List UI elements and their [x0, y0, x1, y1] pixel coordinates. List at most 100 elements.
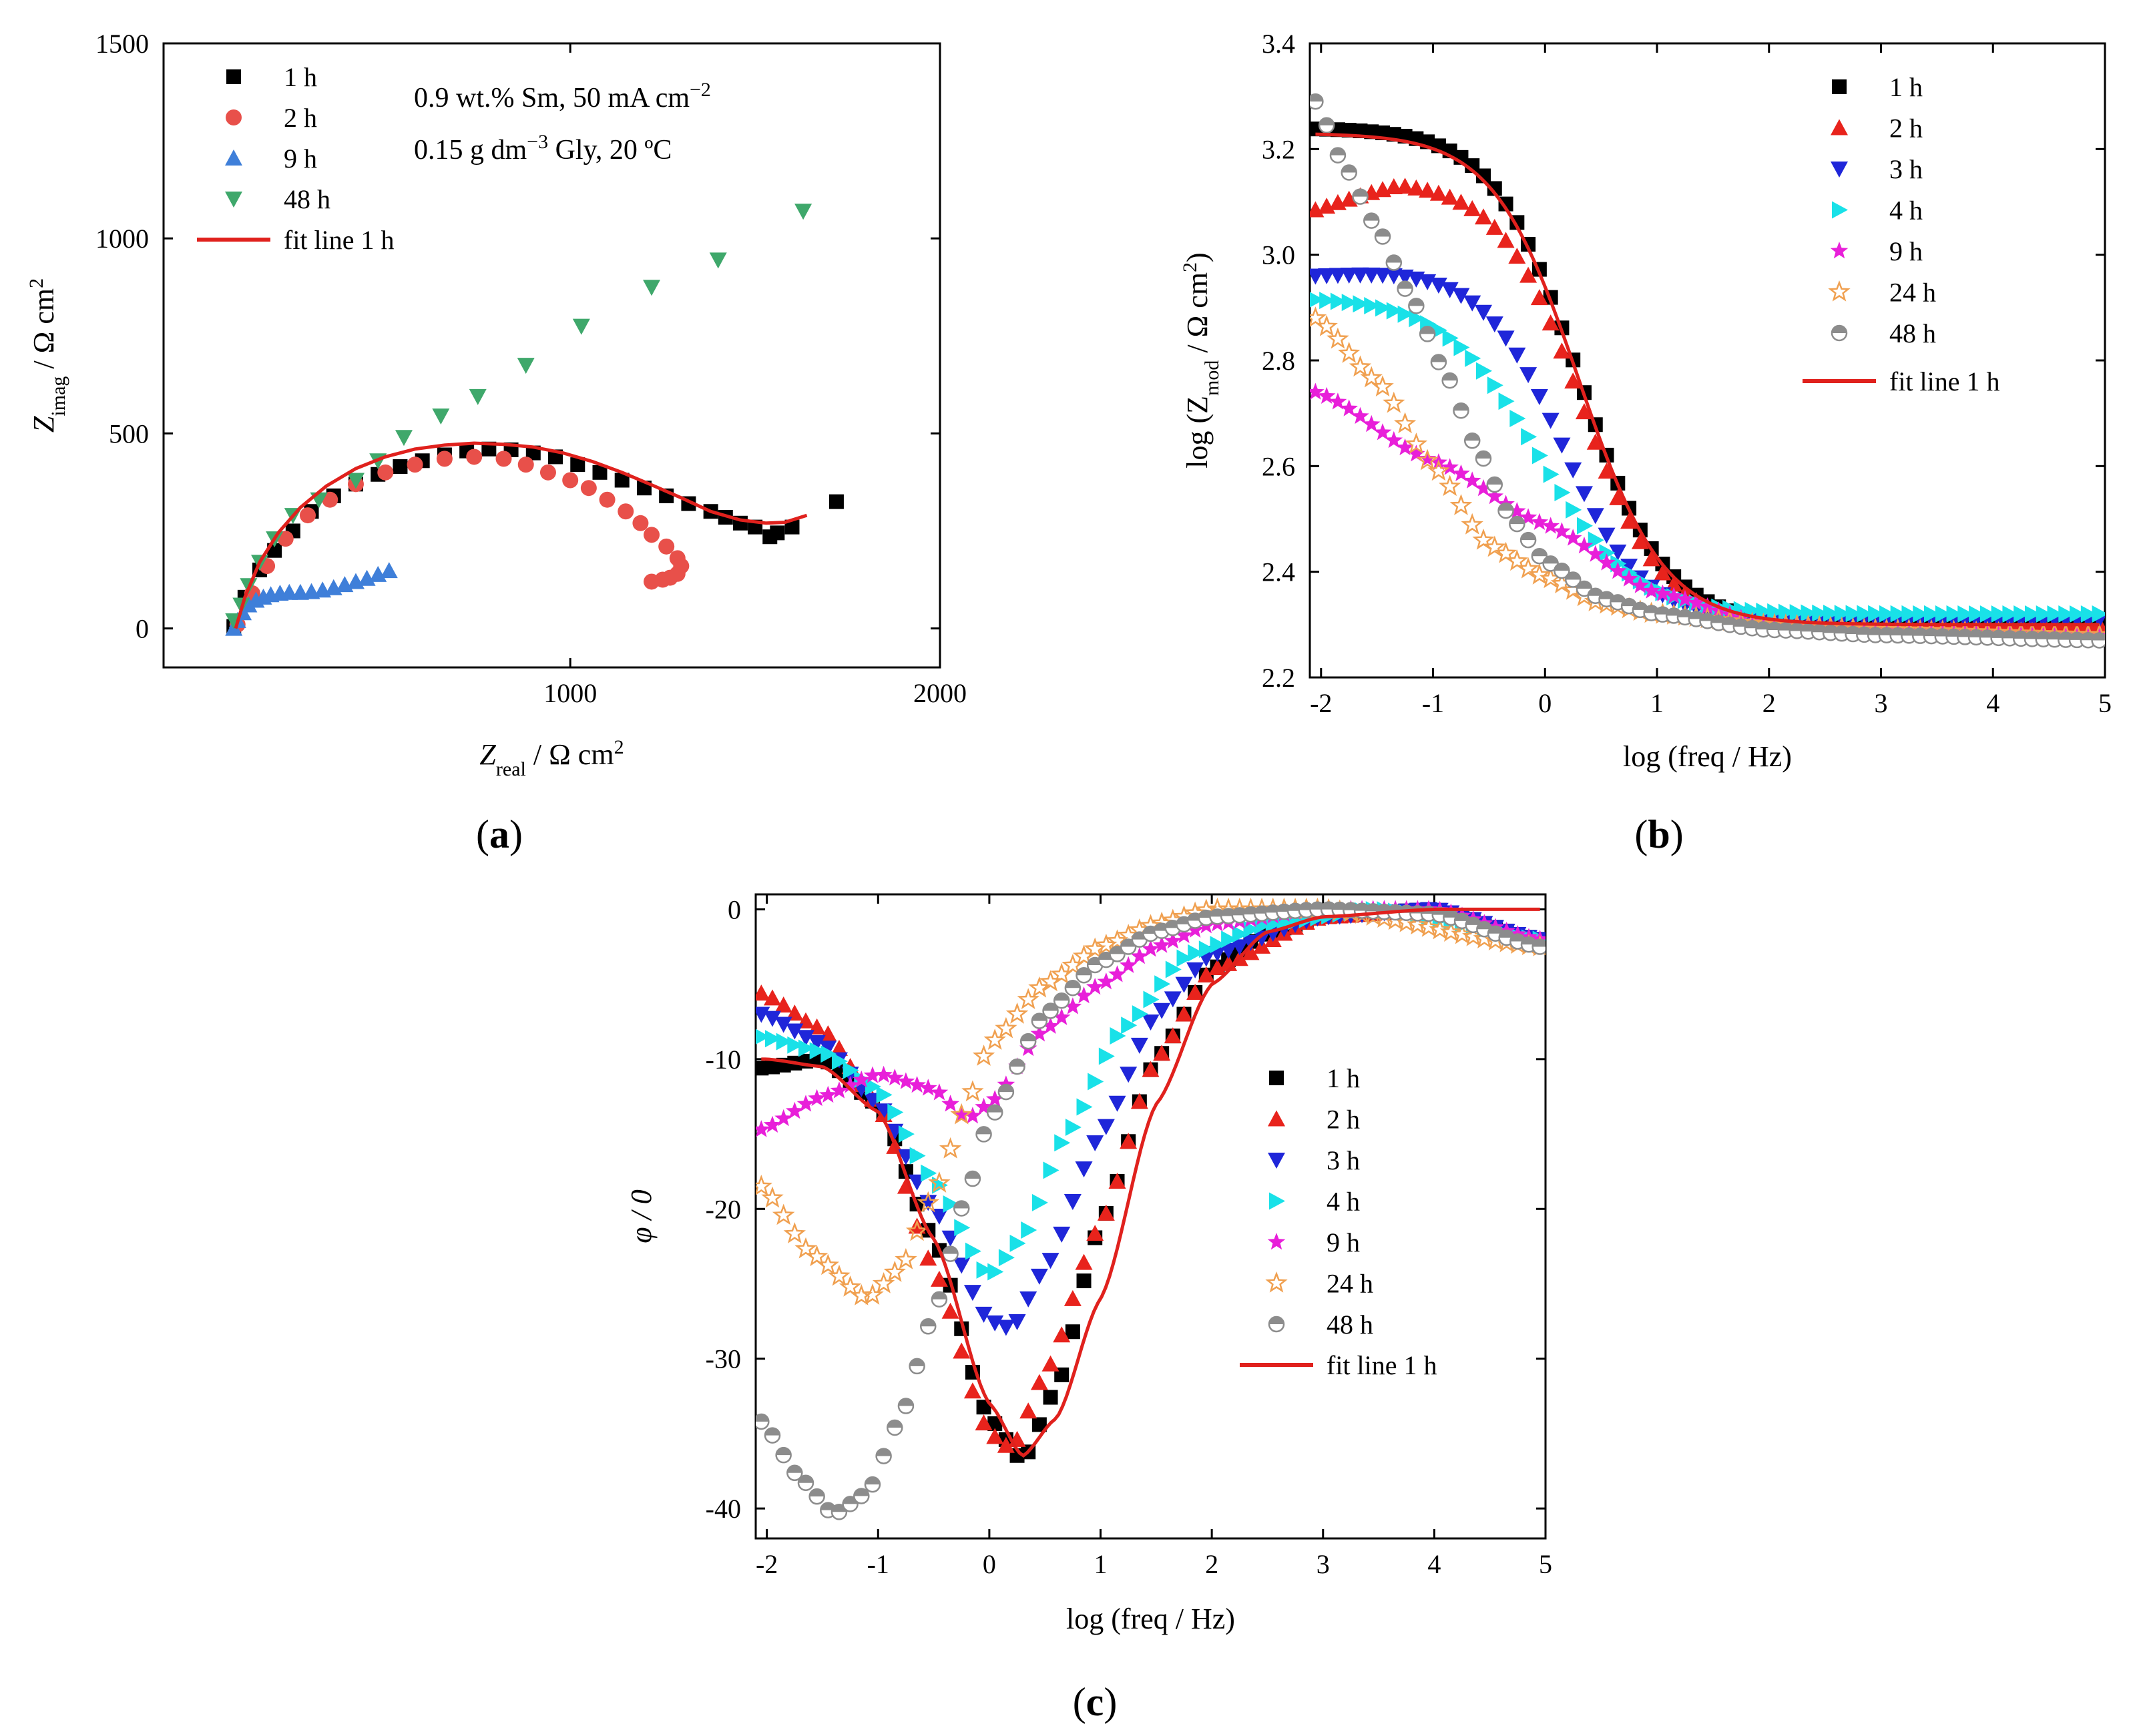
y-tick-label: 2.4: [1262, 557, 1295, 587]
data-point: [985, 1090, 1004, 1107]
data-point: [1176, 949, 1193, 967]
data-point: [830, 1081, 849, 1099]
data-point: [1789, 604, 1806, 622]
data-point: [987, 1416, 1003, 1432]
x-tick-label: 3: [1875, 688, 1888, 718]
plot-frame: [162, 42, 941, 669]
fit-line: [1315, 132, 2100, 627]
data-point: [1494, 541, 1517, 563]
data-point: [644, 527, 660, 543]
legend-marker: [1831, 162, 1848, 178]
data-point: [796, 1030, 814, 1047]
data-point: [1393, 412, 1417, 434]
data-point: [1397, 305, 1414, 323]
data-point: [2092, 605, 2105, 623]
data-point: [1108, 1173, 1126, 1189]
data-point: [1386, 302, 1403, 320]
data-point: [2070, 605, 2086, 623]
x-tick-label: 4: [1986, 688, 1999, 718]
data-point: [763, 1115, 782, 1133]
data-point: [1197, 966, 1215, 982]
data-point: [1108, 965, 1126, 982]
data-point: [1564, 462, 1582, 479]
data-point: [1031, 1012, 1048, 1029]
data-point: [1164, 1027, 1182, 1044]
data-point: [863, 1066, 882, 1083]
data-point: [1076, 1098, 1093, 1116]
data-point: [786, 1464, 803, 1482]
data-point: [1152, 936, 1171, 953]
data-point: [562, 472, 579, 489]
data-point: [517, 457, 534, 473]
data-point: [1461, 513, 1483, 535]
data-point: [618, 503, 634, 520]
data-point: [1463, 295, 1481, 312]
data-point: [1019, 1033, 1037, 1050]
data-point: [1076, 1273, 1092, 1289]
data-point: [1642, 581, 1660, 599]
data-point: [1530, 513, 1549, 530]
data-point: [819, 1085, 837, 1103]
data-point: [1642, 550, 1660, 567]
data-point: [1030, 1268, 1048, 1285]
data-point: [997, 1320, 1015, 1336]
y-tick-label: 3.2: [1262, 134, 1295, 164]
data-point: [1408, 298, 1425, 314]
x-tick-label: 1: [1094, 1549, 1108, 1579]
legend-label: 9 h: [284, 143, 317, 174]
data-point: [864, 1476, 881, 1493]
data-point: [909, 1147, 926, 1165]
data-point: [964, 1170, 981, 1187]
series-1-h: [226, 441, 844, 634]
data-point: [1373, 423, 1392, 441]
data-point: [1363, 267, 1381, 284]
data-point: [819, 1041, 837, 1057]
data-point: [843, 1061, 859, 1079]
panel-label: (b): [1634, 812, 1683, 856]
x-tick-label: 2: [1205, 1549, 1218, 1579]
data-point: [1009, 1058, 1025, 1075]
data-point: [1142, 1015, 1160, 1031]
data-point: [954, 1219, 971, 1237]
legend-marker: [1831, 119, 1848, 135]
data-point: [1732, 609, 1750, 626]
data-point: [831, 1053, 848, 1071]
data-point: [1845, 605, 1862, 623]
x-tick-label: 1: [1650, 688, 1664, 718]
data-point: [1416, 449, 1439, 471]
data-point: [775, 1446, 792, 1464]
data-point: [1330, 292, 1347, 310]
panel-label: (a): [476, 812, 523, 856]
data-point: [1465, 349, 1481, 367]
data-point: [1385, 178, 1403, 195]
data-point: [1756, 602, 1772, 620]
data-point: [1164, 991, 1182, 1008]
data-point: [1429, 918, 1451, 940]
data-point: [1317, 386, 1336, 404]
data-point: [1857, 605, 1873, 623]
data-point: [1631, 533, 1649, 549]
data-point: [1598, 527, 1616, 544]
data-point: [1318, 117, 1335, 134]
legend-marker: [1832, 79, 1847, 94]
data-point: [1360, 366, 1383, 388]
legend-label: 48 h: [1327, 1310, 1373, 1340]
data-point: [764, 1427, 781, 1444]
data-point: [1531, 447, 1548, 465]
y-axis-title: log (Zmod / Ω cm2): [1179, 252, 1223, 468]
data-point: [1396, 178, 1414, 194]
data-point: [1041, 1253, 1059, 1269]
data-point: [517, 358, 535, 374]
data-point: [1419, 182, 1437, 198]
data-point: [1063, 1194, 1082, 1211]
data-point: [1242, 944, 1260, 960]
data-point: [997, 1083, 1015, 1101]
legend-label: 24 h: [1327, 1269, 1373, 1299]
data-point: [2024, 605, 2041, 623]
x-tick-label: 0: [1538, 688, 1552, 718]
data-point: [1043, 1390, 1058, 1405]
data-point: [1031, 1193, 1048, 1211]
data-point: [1009, 1234, 1026, 1252]
series-4-h: [756, 901, 1546, 1281]
